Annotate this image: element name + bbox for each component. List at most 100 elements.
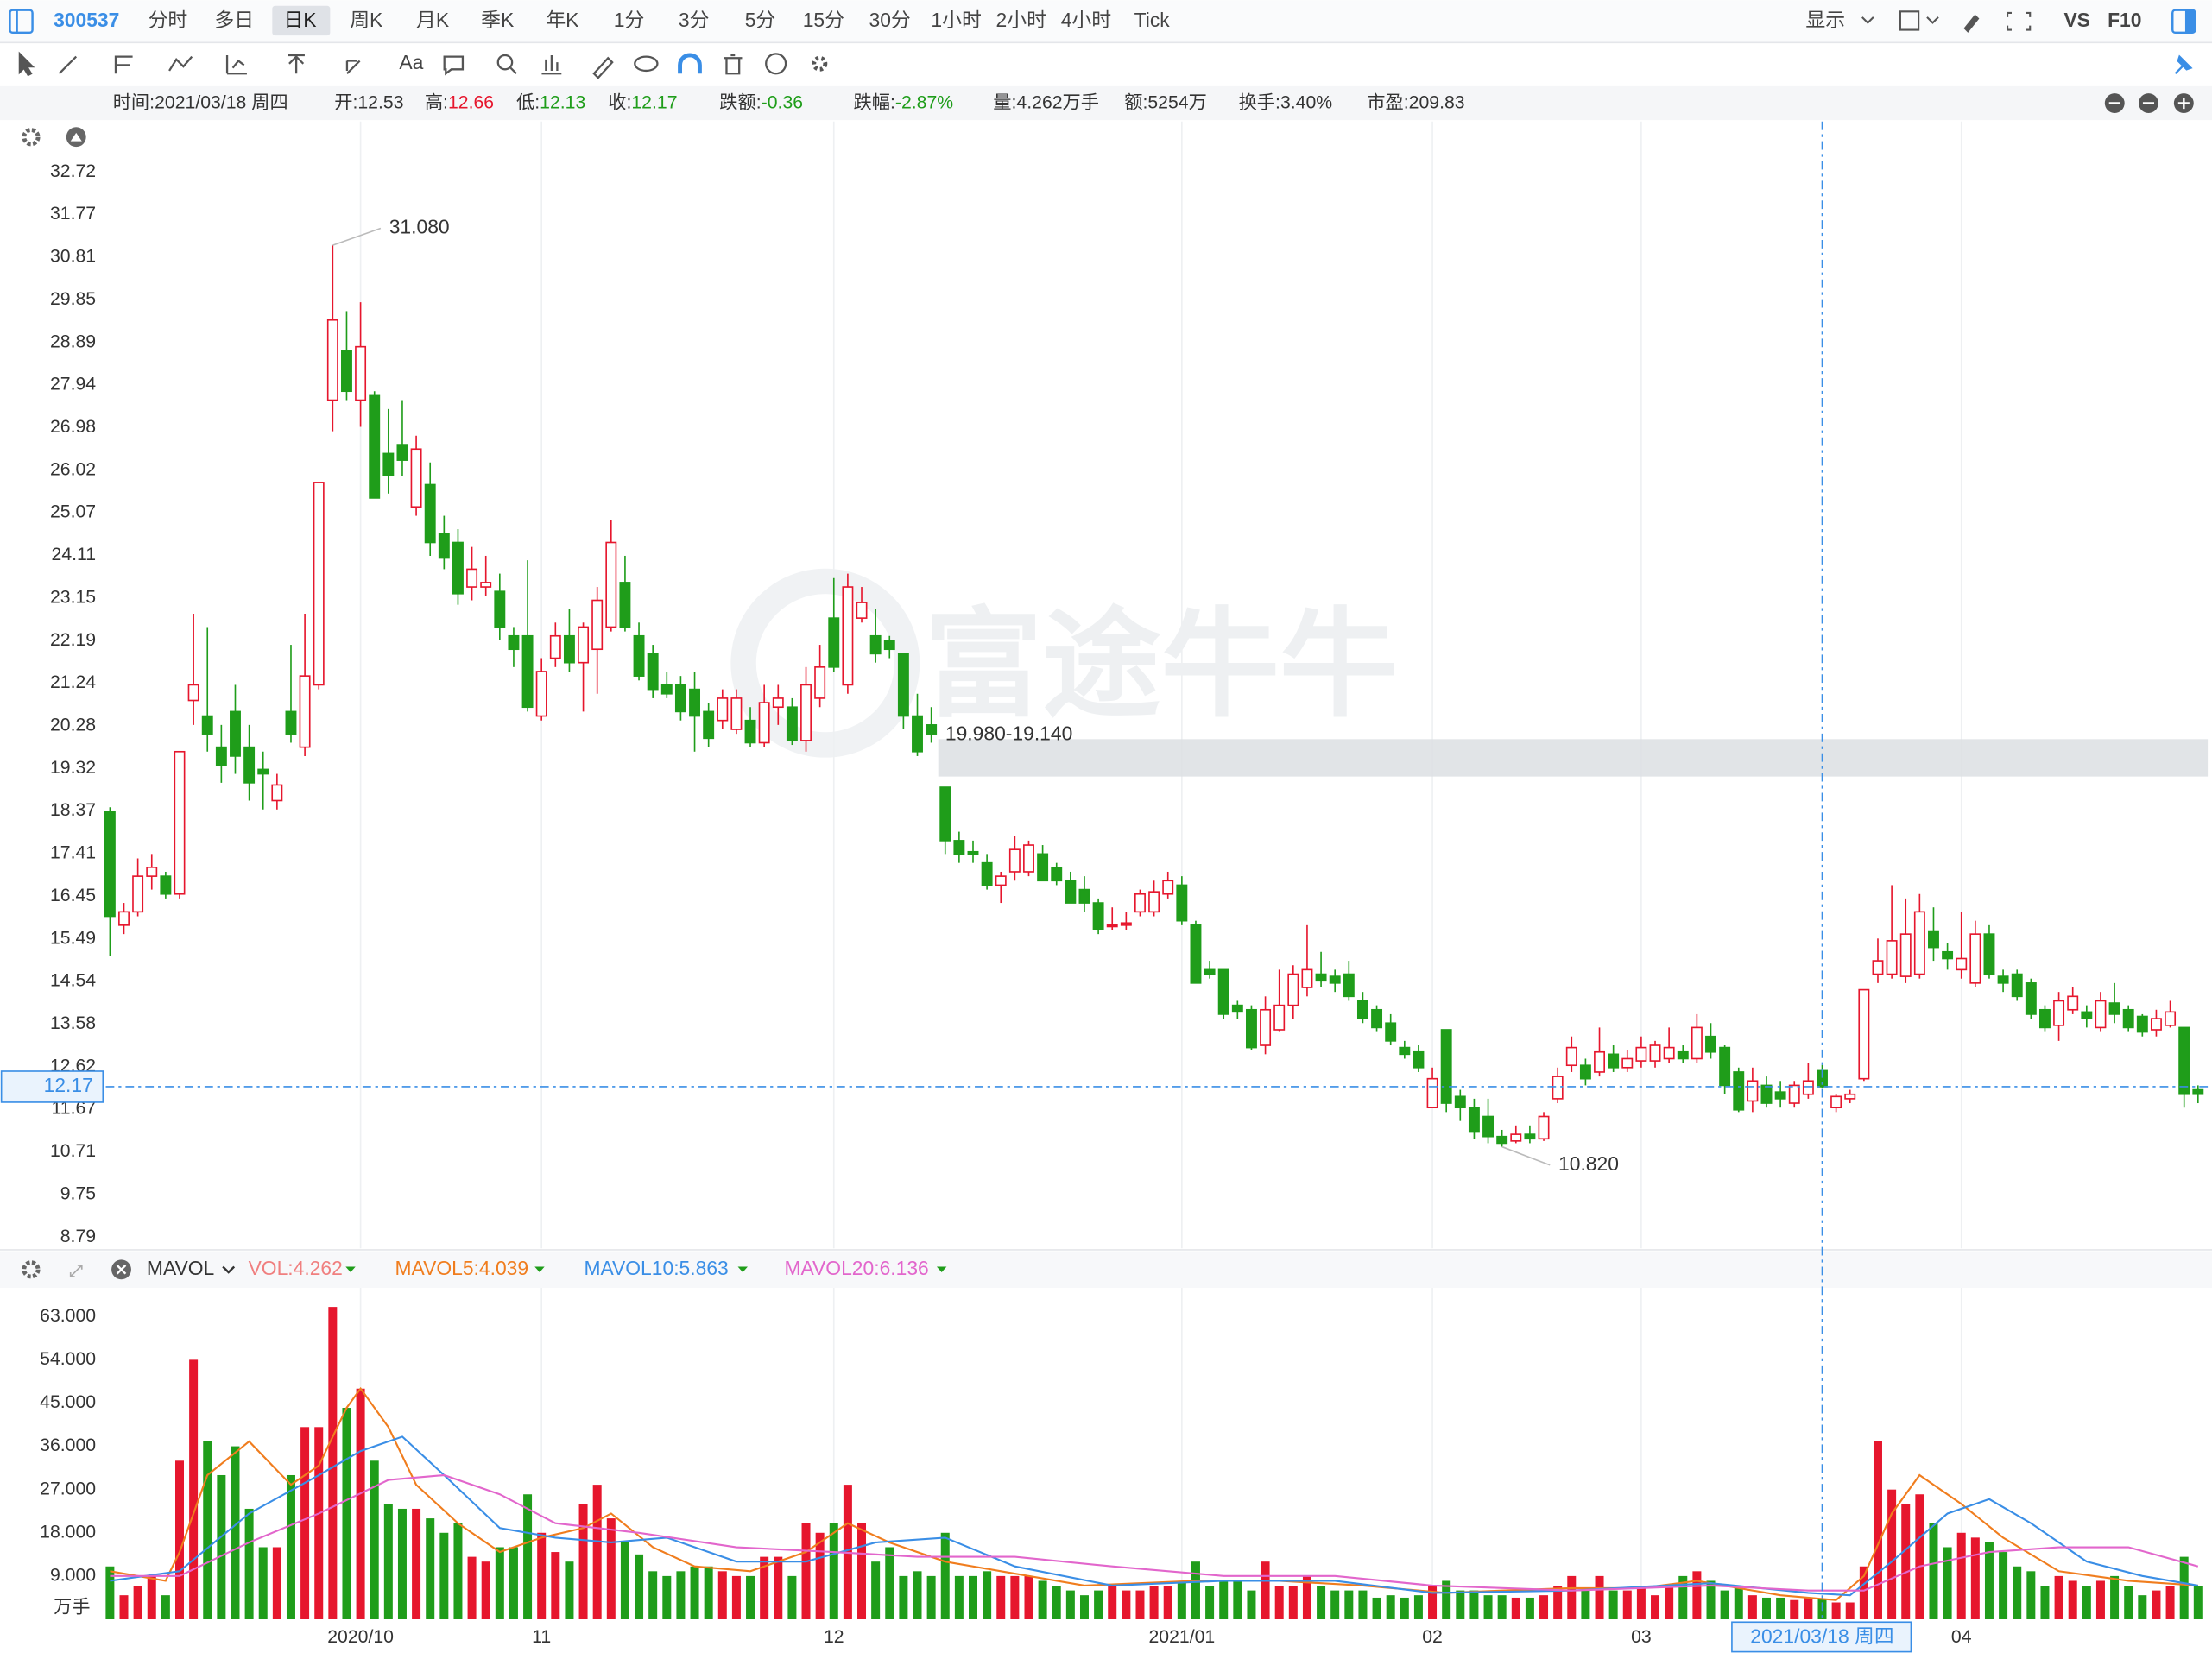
cursor-tool[interactable]	[18, 51, 35, 77]
volume-bar	[2026, 1571, 2036, 1619]
volume-bar	[1692, 1571, 1702, 1619]
magnet-tool[interactable]	[678, 53, 702, 74]
candle-body	[1760, 1084, 1773, 1104]
line-tool[interactable]	[58, 55, 78, 75]
ray-tool[interactable]	[288, 54, 305, 74]
arrow-tool[interactable]	[345, 60, 361, 75]
candle-body	[578, 626, 590, 664]
legend-entry[interactable]: MAVOL10:5.863	[584, 1257, 728, 1279]
candle-body	[703, 710, 715, 740]
stock-code[interactable]: 300537	[54, 9, 119, 31]
expand-icon[interactable]	[69, 1265, 83, 1277]
candle-body	[1496, 1135, 1508, 1145]
period-tab[interactable]: 15分	[803, 9, 844, 31]
legend-toggle[interactable]	[737, 1266, 748, 1273]
box-icon[interactable]	[1899, 10, 1920, 31]
display-menu[interactable]: 显示	[1805, 9, 1845, 31]
note-tool[interactable]	[443, 55, 465, 76]
period-tab[interactable]: 30分	[869, 9, 911, 31]
eye-tool[interactable]	[634, 55, 659, 73]
volume-bar	[1177, 1580, 1186, 1619]
volume-bar	[2165, 1586, 2175, 1619]
f10-button[interactable]: F10	[2108, 9, 2141, 31]
legend-entry[interactable]: VOL:4.262	[249, 1257, 343, 1279]
period-tab[interactable]: 1分	[614, 9, 645, 31]
candle-body	[995, 875, 1007, 886]
measure-tool[interactable]	[225, 54, 247, 75]
dropdown-arrows	[1861, 16, 1939, 24]
delete-tool[interactable]	[724, 54, 743, 75]
indicator-name[interactable]: MAVOL	[147, 1257, 214, 1279]
text-tool[interactable]: Aa	[399, 51, 423, 73]
brush-tool[interactable]	[592, 56, 614, 79]
period-tab[interactable]: 年K	[546, 9, 578, 31]
price-settings-icon[interactable]	[22, 128, 41, 147]
zoom-tool[interactable]	[496, 54, 514, 71]
wave-tool[interactable]	[168, 55, 193, 72]
period-tab[interactable]: 3分	[679, 9, 710, 31]
period-tab[interactable]: 分时	[149, 9, 188, 31]
pen-icon[interactable]	[1963, 14, 1980, 33]
collapse-glyph	[70, 132, 82, 142]
volume-bar	[1413, 1595, 1423, 1619]
candle-body	[605, 541, 617, 628]
volume-bar	[592, 1485, 602, 1619]
drawing-toolbar	[0, 43, 2212, 85]
volume-bar	[1483, 1595, 1493, 1619]
legend-toggle[interactable]	[936, 1266, 947, 1273]
volume-bar	[231, 1446, 240, 1619]
legend-toggle[interactable]	[534, 1266, 545, 1273]
candle-body	[132, 875, 144, 913]
annotation-leader	[332, 227, 382, 246]
candle-body	[535, 671, 547, 717]
volume-settings-icon[interactable]	[22, 1260, 41, 1279]
volume-bar	[1135, 1590, 1145, 1619]
candle-body	[2081, 1011, 2093, 1019]
indicator-dropdown[interactable]	[222, 1265, 236, 1274]
period-tab[interactable]: 周K	[350, 9, 382, 31]
candle-body	[689, 688, 701, 717]
legend-entry[interactable]: MAVOL20:6.136	[784, 1257, 928, 1279]
compare-tool[interactable]	[541, 54, 562, 75]
channel-tool[interactable]	[114, 55, 133, 74]
period-tab[interactable]: 多日	[214, 9, 254, 31]
candle-body	[2136, 1015, 2148, 1033]
info-label: 额:	[1124, 91, 1147, 112]
period-tab[interactable]: 季K	[481, 9, 514, 31]
period-tab[interactable]: 日K	[283, 9, 316, 31]
candle-body	[2067, 995, 2079, 1011]
volume-bar	[1525, 1597, 1534, 1619]
sync-tool[interactable]	[765, 53, 787, 75]
volume-bar	[2040, 1586, 2050, 1619]
period-tab[interactable]: 4小时	[1061, 9, 1111, 31]
volume-bar	[1678, 1575, 1688, 1619]
candle-body	[201, 715, 213, 735]
last-price-box	[0, 1070, 104, 1103]
volume-bar	[690, 1566, 699, 1619]
settings-tool[interactable]	[812, 55, 828, 72]
legend-entry[interactable]: MAVOL5:4.039	[395, 1257, 529, 1279]
info-value: 12.13	[540, 91, 585, 112]
fullscreen-icon[interactable]	[2007, 11, 2032, 31]
period-tab[interactable]: 1小时	[931, 9, 981, 31]
pin-icon[interactable]	[2174, 54, 2193, 75]
y-tick-label: 10.71	[50, 1140, 96, 1161]
legend-toggle[interactable]	[345, 1266, 356, 1273]
candle-body	[1468, 1107, 1480, 1133]
period-tab[interactable]: 5分	[745, 9, 776, 31]
close-glyph	[116, 1265, 127, 1275]
period-tab[interactable]: 月K	[416, 9, 449, 31]
volume-bar	[356, 1388, 365, 1619]
info-label: 开:	[334, 91, 357, 112]
candle-body	[1899, 933, 1912, 977]
candle-body	[1273, 1004, 1286, 1031]
candle-body	[326, 319, 338, 401]
sidebar-icon[interactable]	[9, 9, 34, 35]
candle-body	[1788, 1084, 1800, 1104]
period-tab[interactable]: 2小时	[996, 9, 1046, 31]
vs-button[interactable]: VS	[2063, 9, 2090, 31]
candle-body	[410, 448, 422, 508]
volume-bar	[1372, 1597, 1381, 1619]
period-tab[interactable]: Tick	[1134, 9, 1171, 31]
volume-bar	[1999, 1552, 2008, 1619]
